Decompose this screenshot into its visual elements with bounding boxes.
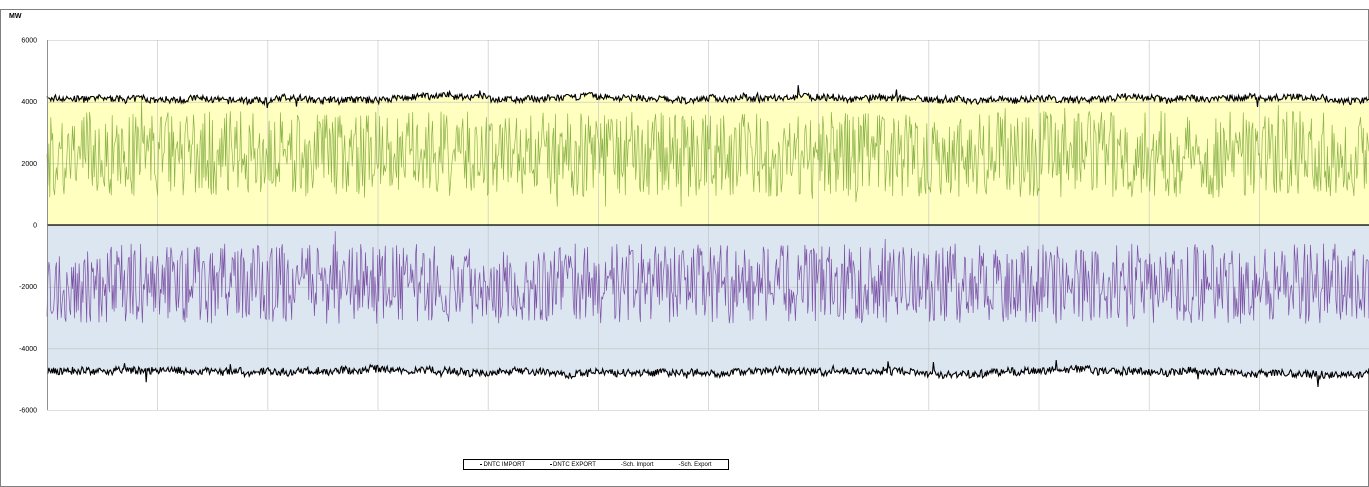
unit-label: MW xyxy=(9,13,22,20)
band-positive xyxy=(47,85,1369,225)
y-tick-label: -6000 xyxy=(19,408,37,415)
legend-item-sch-import: -Sch. Import xyxy=(621,462,654,468)
series-line-dntc-import xyxy=(46,85,1369,109)
y-tick-label: -2000 xyxy=(19,284,37,291)
legend: DNTC IMPORT DNTC EXPORT -Sch. Import -Sc… xyxy=(463,459,729,470)
legend-label-sch-import: -Sch. Import xyxy=(620,461,654,468)
legend-label-dntc-export: DNTC EXPORT xyxy=(552,461,596,468)
series-line-sch-export xyxy=(46,231,1369,327)
y-tick-label: 0 xyxy=(33,223,37,230)
legend-label-dntc-import: DNTC IMPORT xyxy=(483,461,526,468)
legend-item-dntc-export: DNTC EXPORT xyxy=(549,461,596,468)
series-lines xyxy=(46,85,1369,388)
series-line-sch-import xyxy=(46,98,1369,207)
y-tick-label: -4000 xyxy=(19,346,37,353)
y-tick-label: 4000 xyxy=(21,99,37,106)
legend-item-sch-export: -Sch. Export xyxy=(678,462,711,468)
legend-swatch-dntc-import xyxy=(480,464,483,465)
legend-swatch-dntc-export xyxy=(549,464,552,465)
y-axis: 6000 4000 2000 0 -2000 -4000 -6000 xyxy=(19,38,1369,415)
series-line-dntc-export xyxy=(46,359,1369,388)
y-tick-label: 6000 xyxy=(21,38,37,45)
legend-item-dntc-import: DNTC IMPORT xyxy=(480,462,525,468)
y-tick-label: 2000 xyxy=(21,161,37,168)
legend-label-sch-export: -Sch. Export xyxy=(678,461,712,468)
